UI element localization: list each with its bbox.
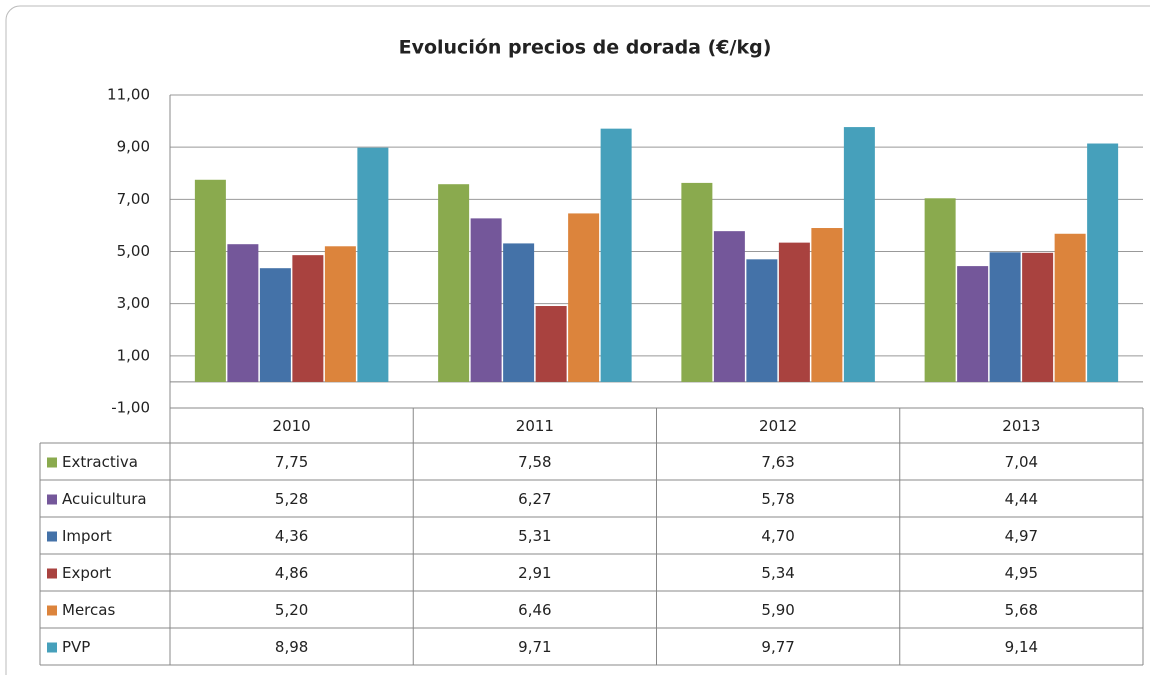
data-label: 5,34: [761, 564, 794, 582]
y-tick-label: 9,00: [117, 138, 150, 156]
bar: [438, 184, 470, 382]
y-tick-label: 5,00: [117, 242, 150, 260]
chart-title: Evolución precios de dorada (€/kg): [399, 37, 772, 59]
data-label: 5,20: [275, 601, 308, 619]
bar: [1022, 252, 1054, 382]
x-tick-label: 2012: [759, 417, 797, 435]
data-label: 6,27: [518, 490, 551, 508]
data-label: 5,31: [518, 527, 551, 545]
bar: [713, 231, 745, 382]
bar: [259, 268, 291, 382]
x-tick-label: 2013: [1002, 417, 1040, 435]
y-tick-label: 7,00: [117, 190, 150, 208]
data-label: 9,71: [518, 638, 551, 656]
legend-label: Import: [62, 527, 112, 545]
data-label: 6,46: [518, 601, 551, 619]
data-label: 2,91: [518, 564, 551, 582]
x-tick-label: 2010: [273, 417, 311, 435]
data-label: 4,44: [1005, 490, 1038, 508]
bar: [194, 179, 226, 382]
data-label: 8,98: [275, 638, 308, 656]
legend-key: [47, 531, 57, 542]
bar: [1054, 233, 1086, 382]
data-label: 7,63: [761, 453, 794, 471]
data-label: 4,97: [1005, 527, 1038, 545]
bar: [746, 259, 778, 382]
data-label: 9,77: [761, 638, 794, 656]
bar: [357, 147, 389, 382]
data-label: 7,58: [518, 453, 551, 471]
bar: [227, 244, 259, 382]
legend-key: [47, 605, 57, 616]
bar: [503, 243, 535, 382]
y-tick-label: -1,00: [111, 399, 150, 417]
data-label: 5,28: [275, 490, 308, 508]
legend-label: Mercas: [62, 601, 115, 619]
data-label: 4,95: [1005, 564, 1038, 582]
x-tick-label: 2011: [516, 417, 554, 435]
legend-label: PVP: [62, 638, 90, 656]
legend-label: Acuicultura: [62, 490, 147, 508]
legend-key: [47, 494, 57, 505]
bar: [568, 213, 600, 382]
y-tick-label: 11,00: [107, 86, 150, 104]
bar: [843, 127, 875, 382]
bar: [535, 306, 567, 382]
data-label: 5,78: [761, 490, 794, 508]
bar: [1087, 143, 1119, 382]
bar: [957, 266, 989, 382]
data-label: 4,70: [761, 527, 794, 545]
bar: [292, 255, 324, 382]
bar: [924, 198, 956, 382]
legend-label: Export: [62, 564, 111, 582]
bar: [989, 252, 1021, 382]
y-tick-label: 3,00: [117, 294, 150, 312]
data-label: 5,90: [761, 601, 794, 619]
bar: [681, 182, 713, 382]
data-label: 7,04: [1005, 453, 1038, 471]
bar: [600, 128, 632, 382]
bar: [470, 218, 502, 382]
data-label: 5,68: [1005, 601, 1038, 619]
data-label: 4,86: [275, 564, 308, 582]
legend-key: [47, 568, 57, 579]
data-label: 9,14: [1005, 638, 1038, 656]
bar: [811, 228, 843, 382]
y-tick-label: 1,00: [117, 346, 150, 364]
data-label: 7,75: [275, 453, 308, 471]
legend-key: [47, 457, 57, 468]
legend-key: [47, 642, 57, 653]
bar: [778, 242, 810, 382]
data-label: 4,36: [275, 527, 308, 545]
legend-label: Extractiva: [62, 453, 138, 471]
bar: [324, 246, 356, 382]
